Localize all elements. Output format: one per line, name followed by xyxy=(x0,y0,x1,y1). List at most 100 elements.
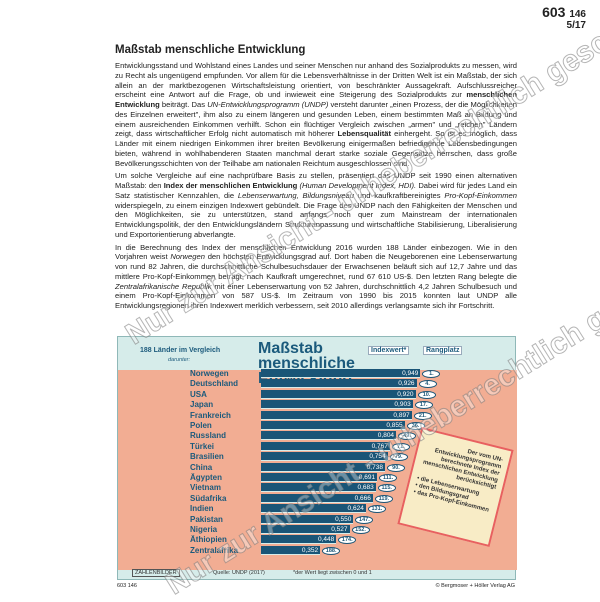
chart-row: Zentralafrika 0,352 188. xyxy=(118,545,517,556)
sheet-number: 603 146 xyxy=(542,4,586,20)
rank-badge: 174. xyxy=(338,536,357,545)
value-label: 0,550 xyxy=(335,515,352,523)
rank-badge: 188. xyxy=(322,546,341,555)
hdi-chart: 188 Länder im Vergleich darunter: Maßsta… xyxy=(117,336,517,580)
copyright: © Bergmoser + Höller Verlag AG xyxy=(435,583,515,589)
country-label: Indien xyxy=(190,504,214,514)
bar: 0,903 xyxy=(261,400,413,410)
text-segment: menschlichen Entwicklung xyxy=(115,90,517,109)
brand-logo: ZAHLENBILDER xyxy=(132,569,180,577)
country-label: Türkei xyxy=(190,441,215,451)
text-segment: Pro-Kopf-Einkommen xyxy=(444,190,517,200)
rank-badge: 36. xyxy=(406,422,425,430)
rank-badge: 152. xyxy=(351,526,370,534)
value-label: 0,903 xyxy=(394,401,411,409)
chart-subtitle-2: darunter: xyxy=(168,357,191,363)
rank-badge: 4. xyxy=(418,380,437,389)
country-label: Russland xyxy=(190,431,227,441)
value-label: 0,949 xyxy=(402,370,419,377)
value-label: 0,352 xyxy=(301,546,319,554)
rank-badge: 119. xyxy=(374,494,393,503)
footer-code: 603 146 xyxy=(117,583,137,589)
rank-badge: 1. xyxy=(422,370,441,378)
rank-header: Rangplatz xyxy=(423,346,463,355)
bar: 0,448 xyxy=(261,535,337,545)
bar: 0,855 xyxy=(261,421,405,430)
rank-badge: 147. xyxy=(355,515,374,524)
bar: 0,897 xyxy=(261,410,412,420)
text-segment: widerspiegeln, zu einem einzigen Indexwe… xyxy=(115,200,517,239)
value-label: 0,448 xyxy=(317,536,335,544)
chart-row: Ägypten 0,691 111. xyxy=(118,473,517,483)
rank-badge: 10. xyxy=(417,390,436,399)
value-label: 0,920 xyxy=(397,390,414,398)
chart-row: Polen 0,855 36. xyxy=(118,421,517,431)
text-segment: UN-Entwicklungsprogramm (UNDP) xyxy=(207,100,329,109)
bar: 0,352 xyxy=(261,545,321,555)
text-segment: mit einer Lebenserwartung von 52 Jahren,… xyxy=(115,281,517,311)
text-segment: und kaufkraftbereinigtes xyxy=(354,190,445,200)
chart-row: Frankreich 0,897 21. xyxy=(118,410,517,421)
rank-badge: 71. xyxy=(391,442,410,451)
paragraph: In die Berechnung des Index der menschli… xyxy=(115,243,517,311)
bar: 0,926 xyxy=(261,379,417,389)
text-segment: versteht darunter „einen Prozess, der di… xyxy=(115,100,517,139)
rank-badge: 111. xyxy=(379,474,398,482)
chart-row: Deutschland 0,926 4. xyxy=(118,379,517,389)
bar: 0,691 xyxy=(261,473,378,482)
bar: 0,949 xyxy=(261,369,421,378)
chart-row: China 0,738 90. xyxy=(118,462,517,473)
chart-row: Äthiopien 0,448 174. xyxy=(118,535,517,545)
rank-badge: 17. xyxy=(414,401,433,410)
chart-row: Brasilien 0,754 79. xyxy=(118,452,517,462)
country-label: Südafrika xyxy=(190,493,227,503)
rank-badge: 49. xyxy=(398,432,417,441)
rank-badge: 21. xyxy=(413,411,432,420)
rank-badge: 90. xyxy=(386,463,405,472)
value-label: 0,767 xyxy=(371,442,388,450)
value-label: 0,926 xyxy=(398,380,415,388)
value-label: 0,527 xyxy=(331,526,348,533)
chart-row: Südafrika 0,666 119. xyxy=(118,493,517,504)
source: Quelle: UNDP (2017) xyxy=(213,570,265,576)
bar: 0,683 xyxy=(261,483,376,493)
chart-row: Russland 0,804 49. xyxy=(118,431,517,441)
chart-row: Vietnam 0,683 115. xyxy=(118,483,517,493)
text-segment: Norwegen xyxy=(170,252,205,262)
text-segment: beiträgt. Das xyxy=(159,100,208,109)
chart-row: USA 0,920 10. xyxy=(118,389,517,400)
value-label: 0,666 xyxy=(354,494,371,502)
body-text: Entwicklungsstand und Wohlstand eines La… xyxy=(115,61,517,314)
text-segment: den höchsten Entwicklungsgrad auf. Dort … xyxy=(115,252,517,281)
bar: 0,666 xyxy=(261,493,373,503)
footnote: *der Wert liegt zwischen 0 und 1 xyxy=(293,570,372,576)
text-segment: In die Berechnung des Index der menschli… xyxy=(115,242,517,262)
text-segment: Lebensqualität xyxy=(337,129,392,139)
bar: 0,920 xyxy=(261,389,416,399)
chart-row: Pakistan 0,550 147. xyxy=(118,514,517,525)
bar: 0,754 xyxy=(261,452,388,462)
page-title: Maßstab menschliche Entwicklung xyxy=(115,44,306,56)
country-label: Pakistan xyxy=(190,514,223,524)
text-segment: Lebenserwartung, Bildungsniveau xyxy=(237,190,354,200)
country-label: Deutschland xyxy=(190,379,239,389)
value-header: Indexwert* xyxy=(368,346,410,355)
country-label: China xyxy=(190,462,213,472)
chart-row: Nigeria 0,527 152. xyxy=(118,525,517,535)
chart-row: Japan 0,903 17. xyxy=(118,400,517,410)
value-label: 0,897 xyxy=(393,411,410,419)
country-label: Japan xyxy=(190,400,214,410)
text-segment: Dabei wird für jedes Land ein Satz stati… xyxy=(115,181,518,200)
edition: 5/17 xyxy=(566,20,586,31)
paragraph: Um solche Vergleiche auf eine nachprüfba… xyxy=(115,171,517,239)
chart-row: Indien 0,624 131. xyxy=(118,504,517,514)
text-segment: Entwicklungsstand und Wohlstand eines La… xyxy=(115,61,517,100)
country-label: Polen xyxy=(190,421,212,430)
value-label: 0,738 xyxy=(366,463,383,471)
text-segment: (Human Development Index, HDI). xyxy=(299,181,417,190)
value-label: 0,855 xyxy=(386,422,403,429)
page-header: 603 146 5/17 xyxy=(542,4,586,31)
value-label: 0,691 xyxy=(358,474,376,481)
country-label: Nigeria xyxy=(190,525,218,534)
bar: 0,804 xyxy=(261,431,397,441)
